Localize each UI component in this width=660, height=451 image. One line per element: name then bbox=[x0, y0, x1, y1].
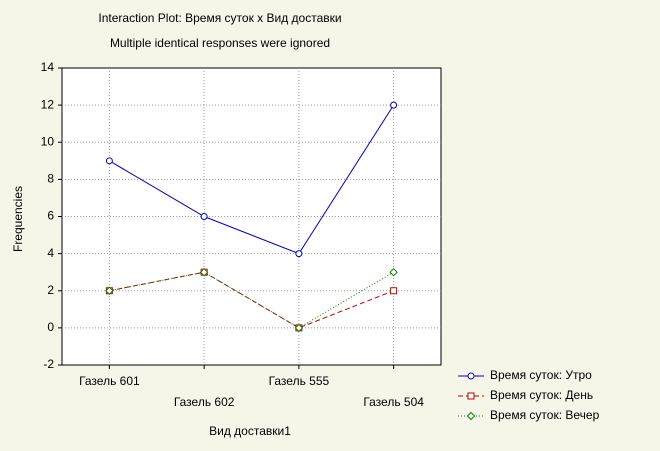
y-tick-label: 14 bbox=[41, 60, 55, 74]
y-tick-label: 6 bbox=[47, 209, 54, 223]
legend-marker bbox=[467, 372, 475, 380]
data-point bbox=[105, 286, 114, 295]
data-point bbox=[199, 267, 209, 277]
data-point bbox=[295, 250, 303, 258]
y-tick-label: 0 bbox=[47, 320, 54, 334]
data-point bbox=[390, 101, 398, 109]
data-point bbox=[389, 267, 398, 277]
legend-marker bbox=[466, 411, 476, 421]
x-tick-label: Газель 602 bbox=[174, 395, 235, 409]
chart-subtitle: Multiple identical responses were ignore… bbox=[110, 36, 330, 50]
x-tick-label: Газель 601 bbox=[79, 374, 140, 388]
y-tick-label: 10 bbox=[41, 134, 55, 148]
y-tick-label: 2 bbox=[47, 283, 54, 297]
legend-marker bbox=[467, 392, 475, 400]
y-tick-label: -2 bbox=[43, 357, 54, 371]
legend-label: Время суток: Утро bbox=[490, 368, 592, 382]
x-tick-label: Газель 555 bbox=[269, 374, 330, 388]
y-tick-label: 12 bbox=[41, 97, 55, 111]
series-line bbox=[109, 271, 394, 329]
y-tick-label: 8 bbox=[47, 172, 54, 186]
data-point bbox=[294, 323, 304, 333]
data-point bbox=[200, 213, 208, 220]
y-axis-label: Frequencies bbox=[11, 186, 25, 252]
legend-label: Время суток: День bbox=[490, 388, 593, 402]
series-line bbox=[109, 104, 395, 255]
legend-label: Время суток: Вечер bbox=[490, 408, 600, 422]
data-point bbox=[105, 157, 113, 165]
x-axis-label: Вид доставки1 bbox=[209, 424, 291, 438]
data-point bbox=[390, 287, 398, 295]
y-tick-label: 4 bbox=[47, 246, 54, 260]
chart-title: Interaction Plot: Время суток x Вид дост… bbox=[98, 11, 341, 25]
x-tick-label: Газель 504 bbox=[363, 395, 424, 409]
